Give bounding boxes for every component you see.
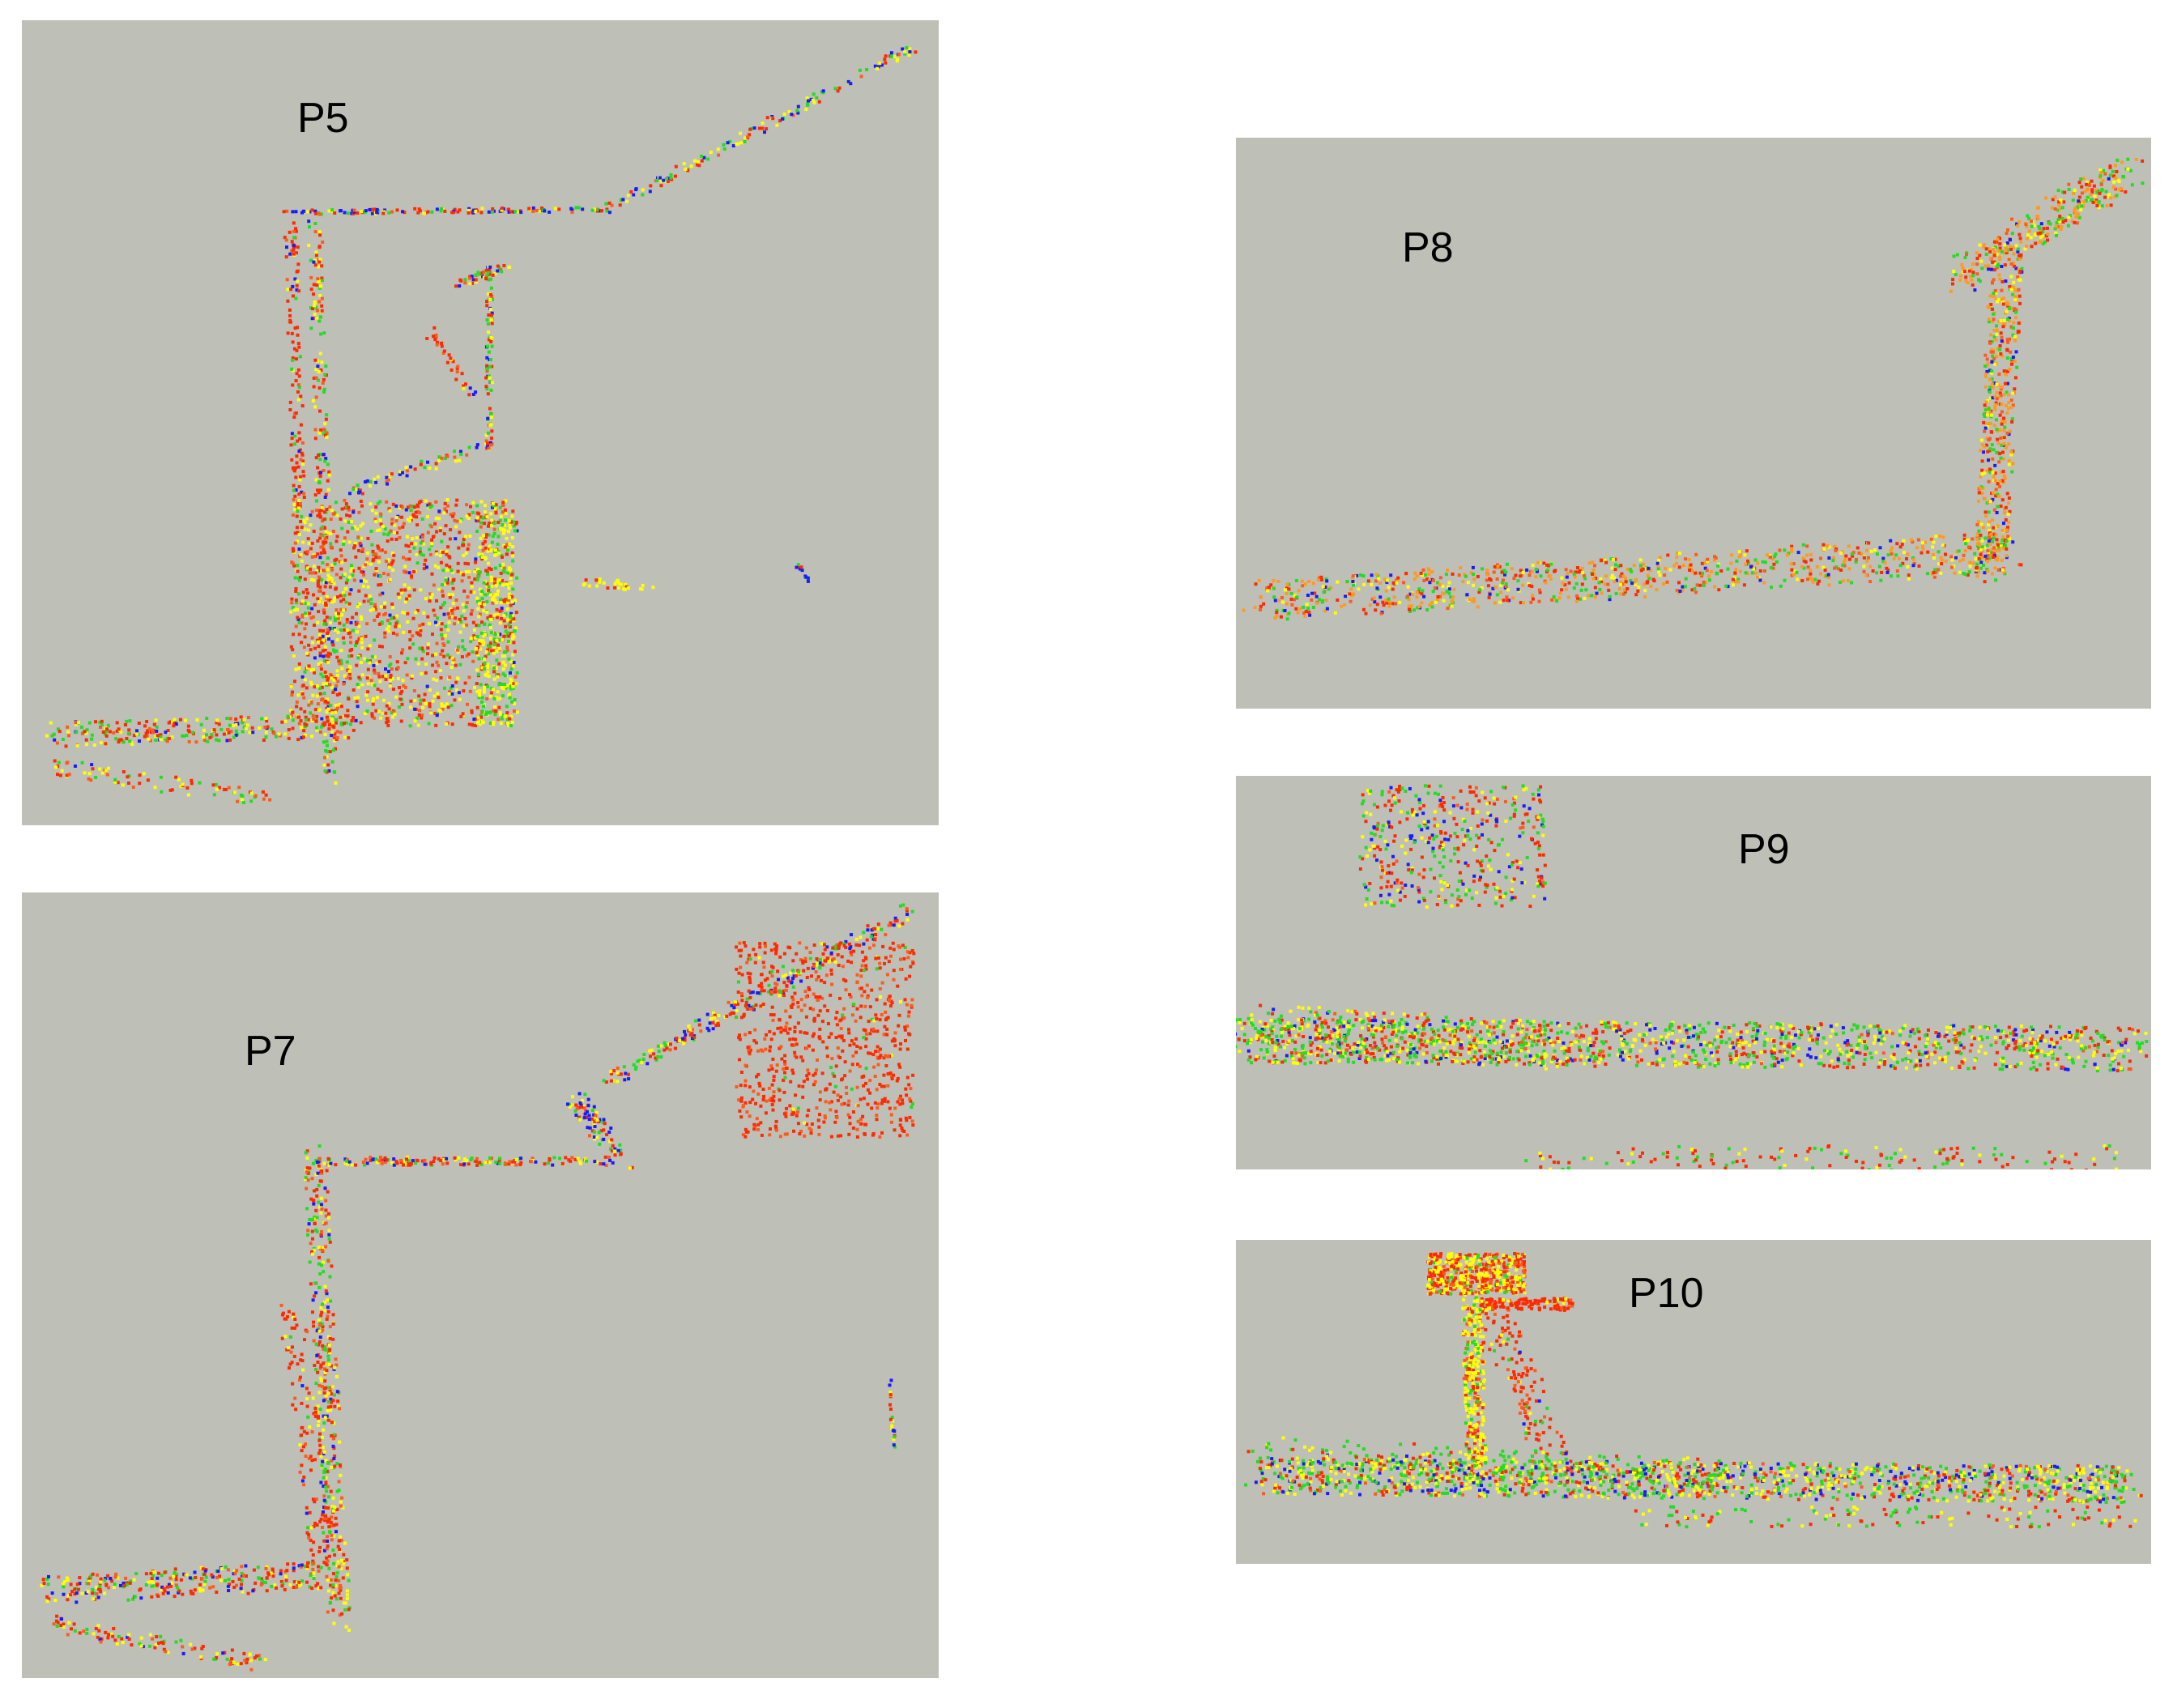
point-group: [1236, 1016, 2149, 1073]
panel-p10: P10: [1236, 1240, 2151, 1564]
point-group: [454, 264, 512, 288]
point-group: [314, 1156, 608, 1167]
point-group: [735, 941, 916, 1139]
point-group: [795, 563, 810, 583]
point-group: [604, 45, 918, 215]
point-group: [1242, 532, 2023, 621]
panel-label-p8: P8: [1402, 224, 1454, 271]
point-group: [582, 577, 655, 591]
panel-label-p10: P10: [1629, 1270, 1704, 1317]
panel-p9: P9: [1236, 776, 2151, 1169]
point-cloud-p9: [1236, 784, 2149, 1169]
point-group: [1461, 1291, 1488, 1478]
point-group: [282, 206, 603, 216]
point-cloud-p10: [1244, 1252, 2143, 1529]
point-group: [279, 1303, 334, 1567]
point-group: [1949, 157, 2145, 293]
point-group: [602, 903, 914, 1084]
panel-p8: P8: [1236, 138, 2151, 709]
point-group: [1974, 251, 2024, 584]
point-group: [45, 713, 356, 748]
point-group: [53, 759, 272, 804]
point-cloud-p5: [45, 45, 918, 804]
point-group: [1634, 1505, 2137, 1529]
point-group: [1246, 1436, 1730, 1489]
point-group: [888, 1378, 897, 1449]
point-group: [475, 514, 515, 728]
point-group: [289, 498, 519, 728]
point-group: [1244, 1456, 2143, 1505]
point-group: [348, 439, 493, 496]
point-group: [283, 221, 306, 509]
point-group: [566, 1092, 634, 1170]
point-group: [40, 1560, 343, 1604]
panel-p7: P7: [22, 892, 939, 1678]
panel-label-p5: P5: [297, 95, 349, 142]
point-group: [1358, 784, 1547, 909]
point-group: [1484, 1298, 1569, 1456]
point-group: [1479, 1297, 1574, 1312]
point-group: [304, 1144, 352, 1632]
point-group: [1236, 1003, 1570, 1071]
point-group: [484, 265, 494, 451]
point-cloud-p8: [1242, 157, 2145, 621]
point-cloud-p7: [40, 903, 916, 1672]
point-group: [1524, 1144, 2118, 1169]
panel-p5: P5: [22, 20, 939, 825]
point-group: [425, 326, 478, 397]
panel-label-p7: P7: [245, 1028, 296, 1075]
point-group: [52, 1614, 267, 1672]
point-group: [1426, 1252, 1527, 1296]
panel-label-p9: P9: [1738, 826, 1790, 873]
